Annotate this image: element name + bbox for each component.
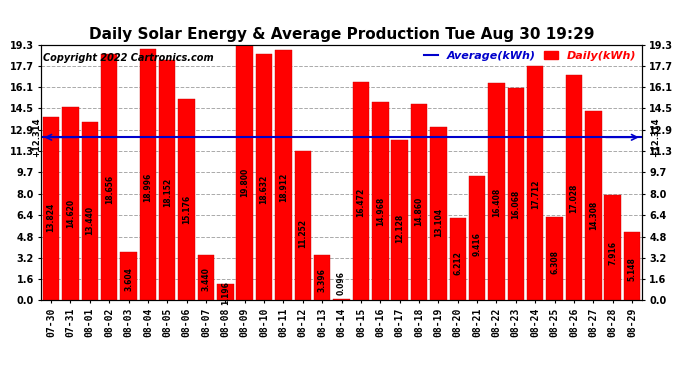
- Bar: [43, 117, 59, 300]
- Text: 18.656: 18.656: [105, 174, 114, 204]
- Bar: [295, 152, 311, 300]
- Text: 16.472: 16.472: [357, 188, 366, 217]
- Text: 12.128: 12.128: [395, 213, 404, 243]
- Bar: [469, 176, 485, 300]
- Bar: [314, 255, 331, 300]
- Text: 3.604: 3.604: [124, 267, 133, 291]
- Text: 3.440: 3.440: [201, 268, 210, 291]
- Legend: Average(kWh), Daily(kWh): Average(kWh), Daily(kWh): [420, 46, 640, 65]
- Bar: [391, 140, 408, 300]
- Text: 0.096: 0.096: [337, 271, 346, 295]
- Bar: [237, 38, 253, 300]
- Bar: [624, 232, 640, 300]
- Text: 16.408: 16.408: [492, 188, 501, 217]
- Text: 18.912: 18.912: [279, 173, 288, 202]
- Title: Daily Solar Energy & Average Production Tue Aug 30 19:29: Daily Solar Energy & Average Production …: [89, 27, 594, 42]
- Text: 18.152: 18.152: [163, 177, 172, 207]
- Text: 6.308: 6.308: [550, 251, 559, 274]
- Bar: [217, 284, 234, 300]
- Text: 18.632: 18.632: [259, 175, 268, 204]
- Text: 5.148: 5.148: [627, 258, 636, 281]
- Bar: [508, 88, 524, 300]
- Text: +12.314: +12.314: [651, 117, 660, 157]
- Bar: [101, 54, 117, 300]
- Text: 9.416: 9.416: [473, 232, 482, 256]
- Bar: [120, 252, 137, 300]
- Text: 15.176: 15.176: [182, 195, 191, 224]
- Bar: [256, 54, 273, 300]
- Bar: [566, 75, 582, 300]
- Text: 14.308: 14.308: [589, 200, 598, 230]
- Text: 17.712: 17.712: [531, 180, 540, 209]
- Bar: [604, 195, 621, 300]
- Bar: [159, 60, 175, 300]
- Bar: [411, 104, 427, 300]
- Text: 13.440: 13.440: [86, 206, 95, 235]
- Text: 18.996: 18.996: [144, 172, 152, 202]
- Text: 19.800: 19.800: [240, 168, 249, 197]
- Bar: [81, 122, 98, 300]
- Text: 3.396: 3.396: [317, 268, 326, 292]
- Bar: [372, 102, 388, 300]
- Bar: [546, 217, 563, 300]
- Bar: [527, 66, 544, 300]
- Text: +12.314: +12.314: [32, 117, 41, 157]
- Text: 6.212: 6.212: [453, 251, 462, 275]
- Bar: [430, 127, 446, 300]
- Bar: [198, 255, 214, 300]
- Bar: [489, 83, 504, 300]
- Text: Copyright 2022 Cartronics.com: Copyright 2022 Cartronics.com: [43, 53, 213, 63]
- Bar: [62, 107, 79, 300]
- Text: 1.196: 1.196: [221, 281, 230, 305]
- Text: 7.916: 7.916: [608, 241, 617, 265]
- Bar: [139, 49, 156, 300]
- Bar: [449, 218, 466, 300]
- Text: 16.068: 16.068: [511, 190, 520, 219]
- Bar: [179, 99, 195, 300]
- Bar: [333, 299, 350, 300]
- Bar: [353, 82, 369, 300]
- Text: 13.824: 13.824: [47, 203, 56, 232]
- Text: 13.104: 13.104: [434, 207, 443, 237]
- Text: 17.028: 17.028: [569, 184, 578, 213]
- Bar: [585, 111, 602, 300]
- Text: 14.968: 14.968: [376, 196, 385, 226]
- Text: 14.860: 14.860: [415, 197, 424, 226]
- Text: 11.252: 11.252: [298, 219, 307, 248]
- Bar: [275, 50, 292, 300]
- Text: 14.620: 14.620: [66, 198, 75, 228]
